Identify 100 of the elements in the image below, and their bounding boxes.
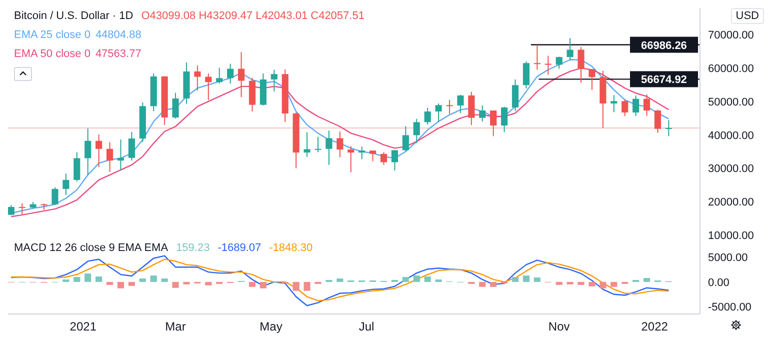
x-tick-label: May [260,320,282,334]
bar [106,282,114,285]
bar [117,282,124,288]
bar [336,278,344,282]
bar [183,282,190,284]
bar [600,282,606,288]
candlestick [665,120,672,137]
annotation: -1689.07 [218,242,262,254]
bar [96,276,102,282]
bar [248,282,256,287]
candlestick [566,38,574,61]
candlestick [413,118,420,144]
candlestick [588,68,596,90]
candlestick [468,91,475,126]
candlestick [380,152,388,166]
candlestick [391,150,398,172]
x-tick-label: Nov [548,320,570,334]
data-label: 56674.92 [641,74,687,86]
bar [435,279,442,282]
candlestick [205,72,212,101]
annotation: 44804.88 [95,29,142,41]
y-tick-label: 60000.00 [708,62,754,75]
bar [610,282,618,287]
bar [534,277,540,282]
candlestick [358,146,366,160]
y-axis-title: USD [730,8,764,24]
candlestick [106,142,114,172]
bar [402,277,409,282]
candlestick [643,94,650,116]
y-tick-label: 0.00 [708,276,730,289]
x-tick-label: Mar [165,320,186,334]
bar [522,276,530,282]
candlestick [479,104,486,122]
bar [304,282,310,291]
candlestick [501,106,508,133]
data-label: 66986.26 [641,40,687,52]
bar [74,277,80,282]
candlestick [62,173,70,196]
bar [139,278,146,282]
candlestick [457,94,464,114]
y-tick-label: -5000.00 [708,302,752,314]
bar [479,282,486,287]
candlestick [314,136,322,153]
candlestick [238,52,245,98]
candlestick [336,131,344,158]
y-tick-label: 40000.00 [708,130,754,142]
annotation: -1848.30 [269,242,313,254]
bar [578,282,584,285]
bar [128,282,135,286]
bar [490,282,497,287]
y-tick-label: 20000.00 [708,196,754,209]
x-tick-label: 2021 [70,320,97,334]
candlestick [424,107,431,125]
candlestick [304,132,310,158]
candlestick [632,94,640,117]
bar [62,279,70,282]
candlestick [370,150,376,162]
bar [161,278,168,282]
bar [588,282,596,286]
candlestick [128,131,135,162]
candlestick [348,146,354,173]
candlestick [194,64,201,91]
candlestick [216,67,223,84]
candlestick [622,99,628,117]
bar [566,282,574,284]
bar [260,282,266,288]
y-tick-label: 5000.00 [708,252,748,264]
candlestick [84,128,92,176]
candlestick [534,44,540,70]
bar [512,277,519,282]
candlestick [326,130,332,166]
candlestick [96,134,102,168]
annotation: 47563.77 [95,48,142,60]
candlestick [654,109,662,134]
candlestick [172,92,179,119]
bar [413,276,420,282]
bar [292,282,300,291]
bar [556,282,562,285]
text: EMA 25 close 0 [14,29,90,41]
candlestick [117,139,124,172]
candlestick [18,202,26,215]
candlestick [74,152,80,182]
candlestick [435,102,442,122]
candlestick [610,94,618,113]
annotation: O43099.08 H43209.47 L42043.01 C42057.51 [141,10,364,22]
y-tick-label: 30000.00 [708,163,754,176]
candlestick [522,60,530,89]
bar [205,282,212,286]
candlestick [556,56,562,70]
candlestick [490,110,497,137]
bar [84,274,92,282]
annotation: 159.23 [176,242,210,254]
x-tick-label: 2022 [641,320,668,334]
bar [172,282,179,288]
candlestick [578,46,584,84]
x-tick-label: Jul [358,320,374,334]
candlestick [446,99,453,114]
bar [424,276,431,282]
candlestick [52,186,58,206]
candlestick [512,78,519,112]
